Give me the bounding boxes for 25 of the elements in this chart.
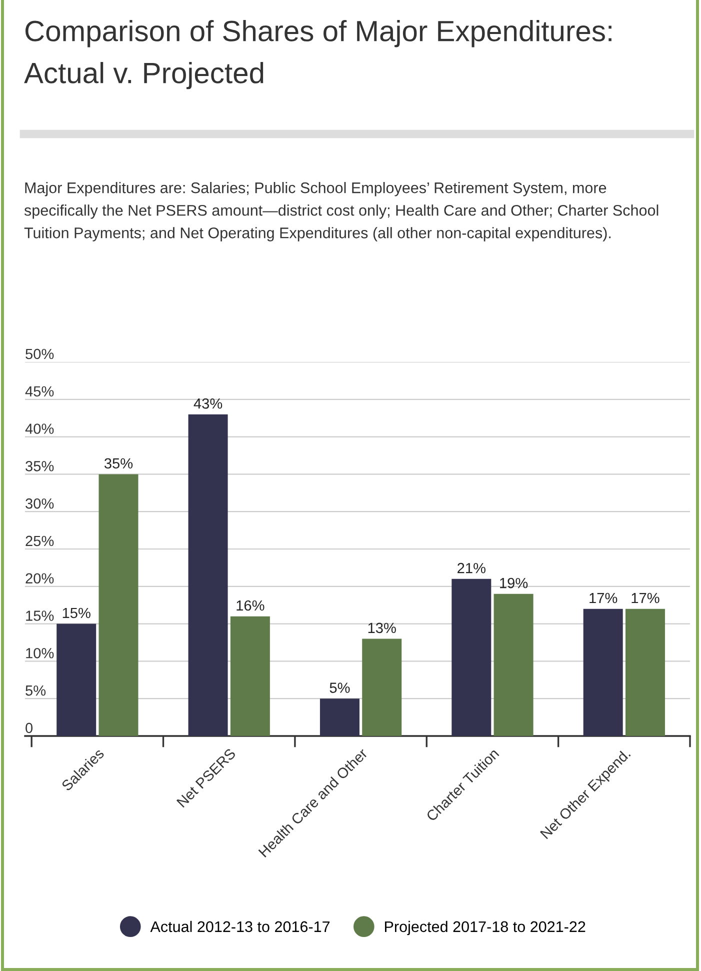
legend-label: Projected 2017-18 to 2021-22 bbox=[385, 920, 586, 936]
data-label: 16% bbox=[236, 600, 264, 611]
data-label: 17% bbox=[632, 592, 660, 604]
y-tick-label: 0 bbox=[26, 722, 33, 734]
y-tick-label: 10% bbox=[26, 648, 54, 658]
y-tick-label: 25% bbox=[26, 536, 54, 546]
y-tick-label: 45% bbox=[25, 386, 54, 397]
data-label: 5% bbox=[330, 682, 350, 693]
data-label: 21% bbox=[458, 562, 486, 574]
y-tick-label: 20% bbox=[26, 573, 54, 584]
data-label: 13% bbox=[368, 622, 396, 634]
y-tick-label: 15% bbox=[26, 610, 54, 621]
y-tick-label: 5% bbox=[26, 685, 46, 696]
y-tick-label: 50% bbox=[26, 348, 54, 360]
data-label: 17% bbox=[590, 592, 618, 604]
y-tick-label: 30% bbox=[26, 498, 54, 509]
data-label: 35% bbox=[104, 458, 133, 469]
data-label: 19% bbox=[500, 578, 528, 588]
data-label: 15% bbox=[62, 608, 90, 618]
legend-label: Actual 2012-13 to 2016-17 bbox=[150, 920, 330, 932]
chart-title: Comparison of Shares of Major Expenditures: Actual v. Projected bbox=[24, 20, 612, 90]
y-tick-label: 40% bbox=[25, 424, 54, 434]
data-label: 43% bbox=[194, 398, 222, 409]
chart-subtitle: Major Expenditures are: Salaries; Public School Employees’ Retirement System, more specifically the Net PSERS amount—district cost only; Health Care and Other; Charter School Tuition Payments; and Net Operating Expenditures (all other non-capital expenditures). bbox=[24, 182, 658, 242]
y-tick-label: 35% bbox=[26, 460, 54, 472]
